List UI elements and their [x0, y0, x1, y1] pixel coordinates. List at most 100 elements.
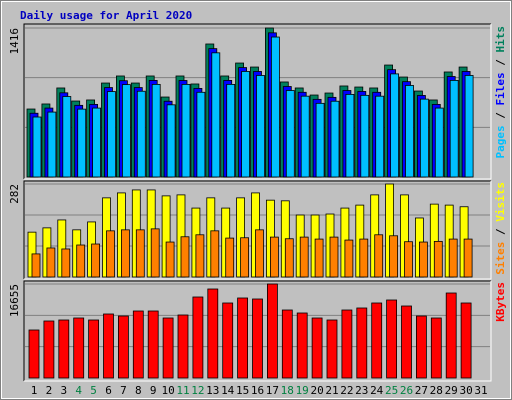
bar [241, 71, 251, 178]
bar [252, 298, 263, 379]
x-tick-label: 26 [400, 384, 413, 397]
plot-border [23, 180, 491, 279]
x-tick-label: 20 [310, 384, 323, 397]
x-tick-label: 4 [75, 384, 82, 397]
plot-border [24, 181, 492, 280]
bar [192, 296, 204, 379]
bar [329, 236, 339, 278]
x-tick-label: 31 [474, 384, 487, 397]
bar [237, 297, 249, 379]
bar [374, 234, 384, 278]
bar [434, 107, 444, 178]
bar [284, 238, 294, 278]
bar [269, 236, 279, 278]
legend-entry: Pages [494, 125, 507, 158]
x-tick-label: 22 [340, 384, 353, 397]
bar [359, 238, 369, 278]
x-tick-label: 15 [236, 384, 249, 397]
bar [180, 236, 190, 278]
bar [181, 84, 191, 178]
bar [419, 98, 429, 178]
bar [311, 317, 323, 379]
bar [330, 100, 340, 178]
x-tick-label: 25 [385, 384, 398, 397]
plot-border [24, 281, 492, 382]
y-tick-label: 282 [8, 184, 21, 204]
bar [196, 91, 206, 178]
bar [285, 90, 295, 178]
legend-entry: Hits [494, 26, 507, 53]
x-tick-label: 3 [60, 384, 67, 397]
legend-separator: / [494, 106, 507, 126]
bar [433, 240, 443, 278]
bar [91, 243, 100, 278]
bar [225, 237, 235, 278]
legend-entry: Files [494, 72, 507, 105]
bar [147, 310, 159, 379]
x-tick-label: 2 [46, 384, 53, 397]
x-tick-label: 5 [90, 384, 97, 397]
legend: KBytes [494, 282, 507, 322]
bar [326, 319, 338, 379]
bar [28, 329, 40, 379]
bar [76, 244, 86, 278]
bar [270, 36, 280, 178]
legend: Pages / Files / Hits [494, 26, 507, 159]
bar [344, 239, 354, 278]
bar [135, 229, 145, 278]
x-tick-label: 24 [370, 384, 384, 397]
legend: Sites / Visits [494, 182, 507, 275]
x-tick-label: 18 [281, 384, 294, 397]
bar [314, 238, 324, 278]
bar [371, 302, 383, 379]
x-tick-label: 16 [251, 384, 264, 397]
legend-entry: Sites [494, 242, 507, 275]
x-tick-label: 19 [296, 384, 309, 397]
x-tick-label: 1 [31, 384, 38, 397]
bar [401, 305, 412, 379]
bar [300, 95, 310, 178]
bar [404, 241, 413, 278]
bar [46, 247, 56, 278]
bar [464, 75, 474, 178]
bar [240, 237, 250, 278]
y-tick-label: 16655 [8, 284, 21, 317]
bar [341, 309, 353, 379]
bar [390, 73, 400, 178]
bar [418, 241, 428, 278]
bar [32, 116, 42, 178]
x-tick-label: 14 [221, 384, 235, 397]
x-tick-label: 7 [120, 384, 127, 397]
plot-border [23, 23, 491, 179]
x-tick-label: 6 [105, 384, 112, 397]
bar [463, 238, 473, 278]
bar [255, 229, 264, 278]
bar [47, 111, 57, 178]
bar [118, 315, 129, 379]
bar [375, 95, 385, 178]
chart-title: Daily usage for April 2020 [20, 9, 192, 22]
bar [136, 90, 146, 178]
x-tick-label: 17 [266, 384, 279, 397]
bar [222, 302, 234, 379]
bar [389, 235, 399, 278]
bar [106, 230, 115, 278]
bar [345, 93, 355, 178]
bar [281, 309, 293, 379]
plot-border [23, 280, 491, 381]
bar [195, 234, 205, 278]
x-tick-label: 9 [150, 384, 157, 397]
legend-entry: Visits [494, 182, 507, 222]
bar [166, 104, 176, 178]
legend-entry: KBytes [494, 282, 507, 322]
bar [88, 319, 99, 379]
x-tick-label: 27 [415, 384, 428, 397]
bar [31, 253, 41, 278]
bar [207, 288, 219, 379]
x-tick-label: 28 [430, 384, 443, 397]
bar [266, 283, 278, 379]
bar [61, 248, 71, 278]
bar [405, 85, 414, 178]
bar [415, 315, 427, 379]
